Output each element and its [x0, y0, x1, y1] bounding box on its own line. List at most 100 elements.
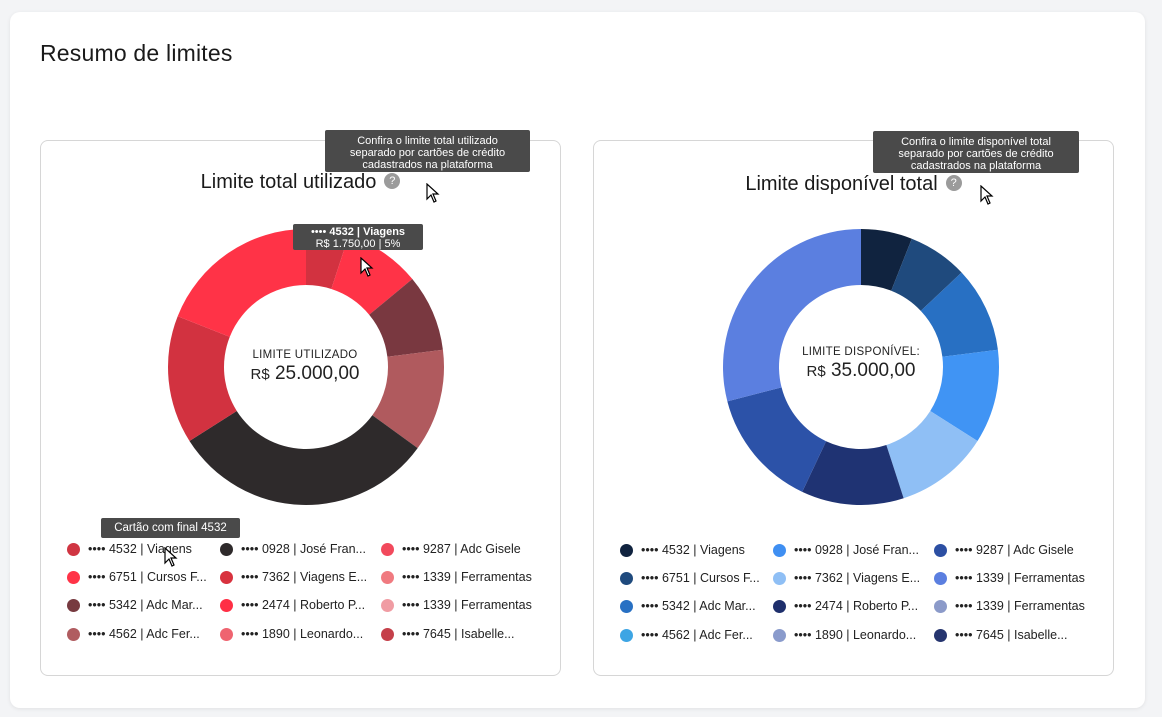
legend-label: •••• 0928 | José Fran...: [794, 543, 919, 557]
legend-color-dot: [381, 627, 394, 641]
used-limit-title-text: Limite total utilizado: [200, 171, 377, 193]
legend-label: •••• 5342 | Adc Mar...: [641, 599, 756, 613]
available-limit-title-text: Limite disponível total: [745, 173, 938, 195]
legend-color-dot: [934, 628, 947, 642]
legend-color-dot: [934, 599, 947, 613]
donut-slice[interactable]: [331, 235, 413, 315]
legend-label: •••• 4562 | Adc Fer...: [88, 627, 200, 641]
legend-label: •••• 1890 | Leonardo...: [241, 627, 364, 641]
legend-label: •••• 2474 | Roberto P...: [241, 598, 366, 612]
legend-color-dot: [381, 570, 394, 584]
legend-item[interactable]: •••• 1890 | Leonardo...: [773, 628, 916, 642]
legend-item[interactable]: •••• 6751 | Cursos F...: [620, 571, 760, 585]
legend-color-dot: [67, 598, 80, 612]
legend-label: •••• 1339 | Ferramentas: [402, 570, 532, 584]
legend-hover-tooltip: Cartão com final 4532: [101, 518, 240, 538]
legend-label: •••• 1890 | Leonardo...: [794, 628, 917, 642]
used-limit-currency: R$: [250, 366, 270, 383]
legend-item[interactable]: •••• 5342 | Adc Mar...: [67, 598, 203, 612]
used-limit-panel: LIMITE UTILIZADO R$ 25.000,00 Limite tot…: [40, 140, 561, 676]
legend-color-dot: [934, 543, 947, 557]
legend-label: •••• 1339 | Ferramentas: [402, 598, 532, 612]
donut-slice[interactable]: [723, 229, 861, 402]
available-limit-currency: R$: [806, 363, 826, 380]
legend-color-dot: [67, 570, 80, 584]
legend-color-dot: [220, 627, 233, 641]
legend-item[interactable]: •••• 6751 | Cursos F...: [67, 570, 207, 584]
legend-label: •••• 2474 | Roberto P...: [794, 599, 919, 613]
available-limit-donut-chart: [723, 229, 999, 505]
available-limit-center: LIMITE DISPONÍVEL: R$ 35.000,00: [761, 346, 961, 382]
legend-item[interactable]: •••• 2474 | Roberto P...: [773, 599, 918, 613]
legend-item[interactable]: •••• 4532 | Viagens: [620, 543, 745, 557]
legend-label: •••• 9287 | Adc Gisele: [955, 543, 1074, 557]
legend-item[interactable]: •••• 9287 | Adc Gisele: [381, 542, 521, 556]
legend-item[interactable]: •••• 5342 | Adc Mar...: [620, 599, 756, 613]
donut-slice[interactable]: [861, 229, 912, 291]
legend-color-dot: [773, 571, 786, 585]
slice-tooltip-prefix: ••••: [310, 226, 327, 238]
legend-color-dot: [620, 599, 633, 613]
donut-slice[interactable]: [177, 229, 306, 337]
legend-label: •••• 4562 | Adc Fer...: [641, 628, 753, 642]
tooltip-line: cadastrados na plataforma: [362, 159, 493, 171]
legend-item[interactable]: •••• 4562 | Adc Fer...: [620, 628, 753, 642]
legend-item[interactable]: •••• 7362 | Viagens E...: [773, 571, 920, 585]
mouse-cursor-icon: [360, 257, 374, 277]
tooltip-line: separado por cartões de crédito: [349, 147, 506, 159]
legend-color-dot: [381, 542, 394, 556]
legend-label: •••• 6751 | Cursos F...: [641, 571, 760, 585]
donut-slice[interactable]: [189, 410, 418, 505]
legend-label: •••• 9287 | Adc Gisele: [402, 542, 521, 556]
slice-hover-tooltip: •••• 4532 | Viagens R$ 1.750,00 | 5%: [293, 224, 423, 250]
tooltip-line: cadastrados na plataforma: [910, 160, 1042, 172]
available-limit-center-label: LIMITE DISPONÍVEL:: [802, 346, 920, 358]
donut-slice[interactable]: [891, 238, 962, 311]
tooltip-line: Confira o limite disponível total: [901, 136, 1051, 148]
legend-item[interactable]: •••• 7362 | Viagens E...: [220, 570, 367, 584]
legend-label: •••• 7362 | Viagens E...: [794, 571, 921, 585]
legend-label: •••• 0928 | José Fran...: [241, 542, 366, 556]
legend-item[interactable]: •••• 4562 | Adc Fer...: [67, 627, 200, 641]
available-limit-panel: LIMITE DISPONÍVEL: R$ 35.000,00 Limite d…: [593, 140, 1114, 676]
used-limit-amount: 25.000,00: [274, 363, 360, 384]
legend-item[interactable]: •••• 0928 | José Fran...: [220, 542, 366, 556]
legend-item[interactable]: •••• 1890 | Leonardo...: [220, 627, 363, 641]
legend-item[interactable]: •••• 1339 | Ferramentas: [381, 570, 532, 584]
legend-label: •••• 6751 | Cursos F...: [88, 570, 207, 584]
mouse-cursor-icon: [164, 547, 178, 567]
available-limit-title: Limite disponível total?: [594, 173, 1113, 196]
donut-slice[interactable]: [886, 410, 978, 499]
legend-label: •••• 7645 | Isabelle...: [402, 627, 515, 641]
legend-color-dot: [773, 628, 786, 642]
help-icon[interactable]: ?: [384, 172, 401, 189]
legend-label: •••• 7645 | Isabelle...: [955, 628, 1068, 642]
legend-color-dot: [67, 627, 80, 641]
slice-tooltip-card: 4532 | Viagens: [329, 226, 406, 238]
legend-item[interactable]: •••• 1339 | Ferramentas: [934, 571, 1085, 585]
tooltip-line: separado por cartões de crédito: [898, 148, 1054, 160]
page-title: Resumo de limites: [40, 40, 233, 66]
donut-slice[interactable]: [372, 349, 444, 449]
donut-slice[interactable]: [802, 441, 904, 505]
slice-tooltip-detail: R$ 1.750,00 | 5%: [315, 238, 401, 250]
legend-color-dot: [620, 571, 633, 585]
legend-item[interactable]: •••• 1339 | Ferramentas: [934, 599, 1085, 613]
legend-label: •••• 4532 | Viagens: [641, 543, 745, 557]
donut-slice[interactable]: [727, 387, 827, 492]
legend-item[interactable]: •••• 9287 | Adc Gisele: [934, 543, 1074, 557]
legend-item[interactable]: •••• 2474 | Roberto P...: [220, 598, 365, 612]
legend-item[interactable]: •••• 7645 | Isabelle...: [381, 627, 514, 641]
used-limit-center-label: LIMITE UTILIZADO: [252, 349, 358, 361]
donut-slice[interactable]: [168, 316, 237, 441]
donut-slice[interactable]: [920, 272, 998, 357]
tooltip-line: Confira o limite total utilizado: [357, 135, 498, 147]
donut-slice[interactable]: [930, 349, 999, 441]
legend-color-dot: [220, 598, 233, 612]
legend-item[interactable]: •••• 7645 | Isabelle...: [934, 628, 1067, 642]
donut-slice[interactable]: [369, 279, 443, 357]
legend-item[interactable]: •••• 0928 | José Fran...: [773, 543, 919, 557]
used-limit-center: LIMITE UTILIZADO R$ 25.000,00: [205, 349, 405, 385]
legend-item[interactable]: •••• 1339 | Ferramentas: [381, 598, 532, 612]
help-icon[interactable]: ?: [945, 174, 962, 191]
